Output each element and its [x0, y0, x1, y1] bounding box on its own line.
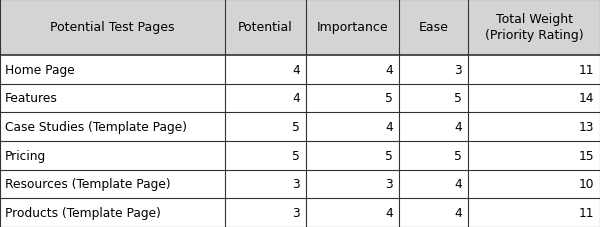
Text: Importance: Importance [317, 21, 388, 34]
Bar [0, 0, 600, 56]
Text: Resources (Template Page): Resources (Template Page) [5, 178, 170, 191]
Text: Potential Test Pages: Potential Test Pages [50, 21, 175, 34]
Text: 4: 4 [454, 206, 462, 219]
Text: 5: 5 [385, 92, 393, 105]
Text: 4: 4 [385, 63, 393, 76]
Text: 3: 3 [385, 178, 393, 191]
Bar [0, 56, 600, 84]
Text: Potential: Potential [238, 21, 293, 34]
Text: Ease: Ease [419, 21, 448, 34]
Text: 14: 14 [578, 92, 594, 105]
Bar [0, 113, 600, 141]
Bar [0, 84, 600, 113]
Text: 4: 4 [385, 121, 393, 133]
Bar [0, 141, 600, 170]
Text: 5: 5 [454, 149, 462, 162]
Text: 13: 13 [578, 121, 594, 133]
Text: 5: 5 [292, 149, 300, 162]
Text: 3: 3 [292, 178, 300, 191]
Text: 4: 4 [385, 206, 393, 219]
Text: 11: 11 [578, 63, 594, 76]
Text: Home Page: Home Page [5, 63, 74, 76]
Text: 11: 11 [578, 206, 594, 219]
Text: 5: 5 [292, 121, 300, 133]
Text: 15: 15 [578, 149, 594, 162]
Text: 5: 5 [385, 149, 393, 162]
Text: 5: 5 [454, 92, 462, 105]
Text: 4: 4 [454, 178, 462, 191]
Text: 3: 3 [292, 206, 300, 219]
Text: Total Weight
(Priority Rating): Total Weight (Priority Rating) [485, 13, 583, 42]
Text: 4: 4 [292, 92, 300, 105]
Text: 3: 3 [454, 63, 462, 76]
Text: Pricing: Pricing [5, 149, 46, 162]
Text: Products (Template Page): Products (Template Page) [5, 206, 161, 219]
Text: Case Studies (Template Page): Case Studies (Template Page) [5, 121, 187, 133]
Bar [0, 170, 600, 198]
Bar [0, 198, 600, 227]
Text: 4: 4 [454, 121, 462, 133]
Text: 10: 10 [578, 178, 594, 191]
Text: 4: 4 [292, 63, 300, 76]
Text: Features: Features [5, 92, 58, 105]
